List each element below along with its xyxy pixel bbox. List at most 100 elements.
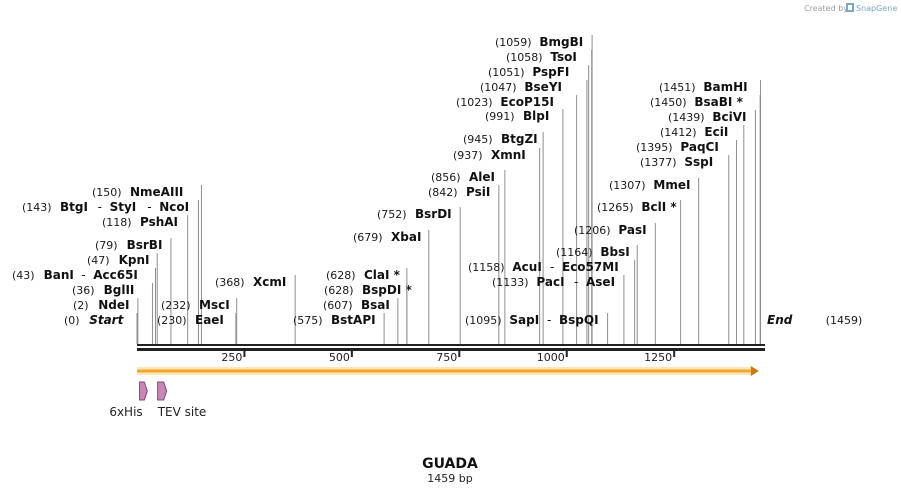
backbone-strand-top <box>137 344 765 346</box>
site-separator: - <box>574 275 578 289</box>
site-name: BglII <box>104 283 135 297</box>
site-position: (368) <box>215 276 245 289</box>
site-bglii[interactable]: (36) BglII <box>72 283 153 344</box>
site-position: (1164) <box>556 246 593 259</box>
feature-tevsite[interactable]: TEV site <box>157 381 207 419</box>
orf-arrowhead-icon <box>750 366 759 376</box>
site-alei[interactable]: (856) AleI <box>431 170 506 344</box>
site-acui[interactable]: (1158) AcuI - Eco57MI <box>468 260 636 344</box>
site-separator: - <box>147 200 151 214</box>
map-length: 1459 bp <box>427 472 472 485</box>
site-xbai[interactable]: (679) XbaI <box>353 230 430 344</box>
site-xmni[interactable]: (937) XmnI <box>453 148 541 344</box>
site-psii[interactable]: (842) PsiI <box>428 185 500 344</box>
site-nmeaiii[interactable]: (150) NmeAIII <box>92 185 202 344</box>
site-bcivi[interactable]: (1439) BciVI <box>668 110 756 344</box>
site-eaei[interactable]: (230) EaeI <box>157 313 237 344</box>
site-position: (143) <box>22 201 52 214</box>
site-bseyi[interactable]: (1047) BseYI <box>480 80 588 344</box>
site-name: BsaBI * <box>694 95 743 109</box>
site-position: (1206) <box>574 224 611 237</box>
site-blpi[interactable]: (991) BlpI <box>485 109 564 344</box>
backbone-strand-bottom <box>137 348 765 351</box>
site-name: BmgBI <box>539 35 583 49</box>
site-start[interactable]: (0) Start <box>64 313 138 344</box>
site-position: (2) <box>73 299 89 312</box>
site-ecop15i[interactable]: (1023) EcoP15I <box>456 95 578 344</box>
site-ecii[interactable]: (1412) EciI <box>660 125 745 344</box>
site-name: BseYI <box>524 80 562 94</box>
site-position: (752) <box>377 208 407 221</box>
site-name: BsaI <box>361 298 390 312</box>
site-paci[interactable]: (1133) PacI - AseI <box>492 275 625 344</box>
site-btgi[interactable]: (143) BtgI - StyI - NcoI <box>22 200 199 344</box>
scale-tick <box>673 351 676 357</box>
site-position: (628) <box>324 284 354 297</box>
site-position: (1059) <box>495 36 532 49</box>
site-bspdi[interactable]: (628) BspDI * <box>324 283 412 344</box>
credit-text: Created by <box>804 4 848 13</box>
site-btgzi[interactable]: (945) BtgZI <box>463 132 544 344</box>
dna-backbone <box>137 344 765 351</box>
scale-tick-label: 750 <box>436 351 457 364</box>
site-position: (856) <box>431 171 461 184</box>
site-name: PspFI <box>532 65 569 79</box>
restriction-sites: (0) Start(2) NdeI(36) BglII(43) BanI - Acc65I(… <box>12 35 862 344</box>
site-xcmi[interactable]: (368) XcmI <box>215 275 296 344</box>
snapgene-credit: Created by SnapGene <box>804 3 897 13</box>
orf-arrow[interactable] <box>137 366 759 376</box>
site-bmgbi[interactable]: (1059) BmgBI <box>495 35 593 344</box>
feature-6xhis[interactable]: 6xHis <box>109 381 148 419</box>
site-bsrbi[interactable]: (79) BsrBI <box>95 238 172 344</box>
site-pshai[interactable]: (118) PshAI <box>102 215 189 344</box>
feature-arrow-icon <box>157 381 168 401</box>
site-sapi[interactable]: (1095) SapI - BspQI <box>465 313 609 344</box>
site-bamhi[interactable]: (1451) BamHI <box>659 80 762 344</box>
site-msci[interactable]: (232) MscI <box>161 298 238 344</box>
site-name: XbaI <box>391 230 421 244</box>
site-name: XmnI <box>491 148 526 162</box>
site-pspfi[interactable]: (1051) PspFI <box>488 65 590 344</box>
site-position: (47) <box>87 254 110 267</box>
site-end[interactable]: End (1459) <box>767 313 862 327</box>
site-sspi[interactable]: (1377) SspI <box>640 155 730 344</box>
site-position: (1051) <box>488 66 525 79</box>
site-separator: - <box>547 313 551 327</box>
site-bani[interactable]: (43) BanI - Acc65I <box>12 268 156 344</box>
site-name: NmeAIII <box>130 185 183 199</box>
site-kpni[interactable]: (47) KpnI <box>87 253 158 344</box>
site-position: (1395) <box>636 141 673 154</box>
site-bsai[interactable]: (607) BsaI <box>323 298 399 344</box>
site-name: BstAPI <box>331 313 376 327</box>
site-ndei[interactable]: (2) NdeI <box>73 298 139 344</box>
site-mmei[interactable]: (1307) MmeI <box>609 178 700 344</box>
site-paqci[interactable]: (1395) PaqCI <box>636 140 737 344</box>
site-name: BsrDI <box>415 207 452 221</box>
scale-tick-label: 250 <box>221 351 242 364</box>
site-position: (230) <box>157 314 187 327</box>
site-pasi[interactable]: (1206) PasI <box>574 223 656 344</box>
site-position: (607) <box>323 299 353 312</box>
site-bstapi[interactable]: (575) BstAPI <box>293 313 385 344</box>
site-partner-name: BspQI <box>559 313 599 327</box>
site-position: (945) <box>463 133 493 146</box>
features: 6xHis TEV site <box>109 381 207 419</box>
site-clai[interactable]: (628) ClaI * <box>326 268 408 344</box>
site-bcli[interactable]: (1265) BclI * <box>597 200 682 344</box>
site-position: (1095) <box>465 314 502 327</box>
site-position: (118) <box>102 216 132 229</box>
site-bbsi[interactable]: (1164) BbsI <box>556 245 638 344</box>
orf-body <box>137 369 751 373</box>
site-name: BsrBI <box>127 238 163 252</box>
site-partner-name: NcoI <box>159 200 189 214</box>
scale-tick-label: 1250 <box>644 351 672 364</box>
site-name: XcmI <box>253 275 286 289</box>
site-name: TsoI <box>550 50 576 64</box>
site-name: MscI <box>199 298 230 312</box>
site-position: (937) <box>453 149 483 162</box>
site-name: Start <box>89 313 124 327</box>
site-bsrdi[interactable]: (752) BsrDI <box>377 207 461 344</box>
snapgene-logo-icon <box>846 3 854 12</box>
site-name: End <box>767 313 793 327</box>
site-name: BtgI <box>60 200 88 214</box>
